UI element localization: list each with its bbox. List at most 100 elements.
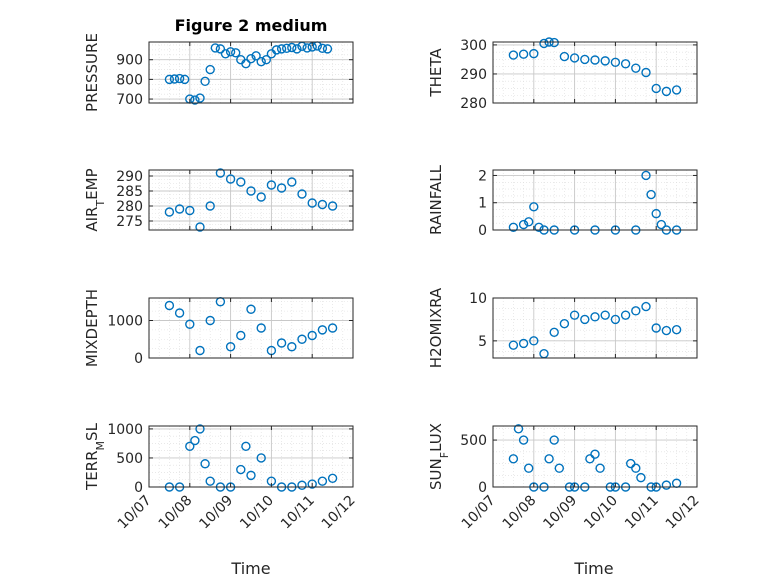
- data-point: [534, 222, 544, 232]
- x-axis-label-right: Time: [573, 559, 613, 578]
- y-tick-label: 0: [478, 480, 487, 496]
- data-point: [317, 199, 328, 210]
- data-point: [620, 310, 631, 320]
- data-point: [225, 47, 236, 57]
- data-point: [164, 74, 175, 85]
- y-tick-label: 290: [116, 169, 143, 185]
- data-point: [195, 424, 205, 434]
- data-point: [287, 177, 297, 187]
- data-point: [559, 319, 570, 329]
- data-point: [524, 217, 534, 227]
- data-point: [317, 476, 328, 486]
- data-point: [549, 37, 559, 48]
- data-point: [641, 301, 651, 312]
- y-tick-label: 285: [116, 184, 143, 200]
- data-point: [256, 323, 266, 333]
- data-point: [190, 435, 200, 446]
- data-point: [236, 177, 246, 187]
- data-point: [276, 44, 287, 54]
- data-point: [539, 349, 549, 359]
- data-point: [302, 43, 312, 53]
- y-tick-label: 280: [116, 199, 143, 215]
- data-point: [559, 51, 570, 62]
- data-point: [215, 168, 226, 178]
- y-axis-label: MIXDEPTH: [83, 289, 101, 367]
- y-tick-label: 1: [478, 196, 487, 212]
- data-point: [513, 424, 524, 434]
- data-point: [241, 441, 251, 452]
- data-point: [327, 201, 338, 211]
- data-point: [327, 323, 338, 333]
- data-point: [317, 325, 328, 335]
- panel-sun-flux: 0 500 10/07 10/08 10/09 10/10 10/11 10/12 SUNFLU…: [427, 423, 703, 532]
- data-point: [179, 74, 190, 85]
- data-point: [205, 315, 215, 326]
- data-point: [195, 345, 205, 356]
- x-tick-label: 10/10: [237, 493, 277, 533]
- y-tick-label: 5: [478, 334, 487, 350]
- y-tick-label: 1000: [107, 422, 143, 438]
- data-point: [524, 463, 534, 473]
- y-axis-label: TERRMSL: [83, 422, 107, 491]
- data-point: [661, 480, 672, 490]
- data-point: [590, 449, 600, 459]
- data-point: [230, 48, 241, 58]
- data-point: [641, 67, 651, 78]
- x-tick-label: 10/09: [196, 493, 236, 533]
- x-tick-label: 10/07: [115, 493, 155, 533]
- data-point: [610, 314, 621, 325]
- y-axis-label: H2OMIXRA: [427, 287, 445, 368]
- panel-theta: 280 290 300 THETA: [427, 37, 698, 112]
- data-point: [671, 85, 682, 95]
- y-tick-label: 1000: [107, 314, 143, 330]
- data-point: [271, 45, 282, 55]
- data-point: [225, 342, 236, 352]
- data-point: [256, 453, 266, 463]
- data-point: [307, 330, 317, 341]
- axes-box: [148, 41, 354, 104]
- data-point: [307, 198, 317, 208]
- axes-box: [148, 297, 354, 359]
- axes-box: [492, 297, 698, 359]
- data-point: [651, 323, 661, 333]
- data-point: [636, 472, 646, 483]
- figure-title: Figure 2 medium: [175, 16, 328, 35]
- data-point: [661, 325, 672, 336]
- data-point: [246, 54, 256, 64]
- data-point: [307, 479, 317, 489]
- y-tick-label: 700: [116, 92, 143, 108]
- data-point: [529, 202, 539, 212]
- data-point: [508, 340, 519, 350]
- data-point: [508, 454, 519, 464]
- y-tick-label: 0: [134, 351, 143, 367]
- data-point: [246, 470, 256, 481]
- data-point: [590, 55, 600, 65]
- y-tick-label: 2: [478, 168, 487, 184]
- data-point: [185, 319, 195, 329]
- data-point: [508, 222, 519, 232]
- data-point: [569, 53, 580, 63]
- data-point: [661, 86, 672, 97]
- data-point: [256, 56, 266, 67]
- data-point: [646, 189, 656, 200]
- data-point: [251, 51, 261, 61]
- data-point: [261, 55, 271, 65]
- data-point: [282, 43, 292, 53]
- y-axis-label: SUNFLUX: [427, 423, 451, 490]
- data-point: [297, 189, 307, 199]
- y-tick-label: 300: [460, 38, 487, 54]
- x-tick-label: 10/09: [540, 493, 580, 533]
- data-point: [631, 306, 641, 316]
- data-point: [200, 459, 210, 469]
- x-tick-label: 10/11: [278, 493, 318, 533]
- data-point: [656, 219, 666, 230]
- data-point: [190, 95, 200, 105]
- data-point: [631, 463, 641, 473]
- data-point: [631, 63, 641, 73]
- data-point: [620, 59, 631, 69]
- y-tick-label: 290: [460, 67, 487, 83]
- data-point: [518, 338, 529, 349]
- data-point: [585, 454, 595, 464]
- data-point: [266, 180, 277, 190]
- data-point: [164, 300, 175, 311]
